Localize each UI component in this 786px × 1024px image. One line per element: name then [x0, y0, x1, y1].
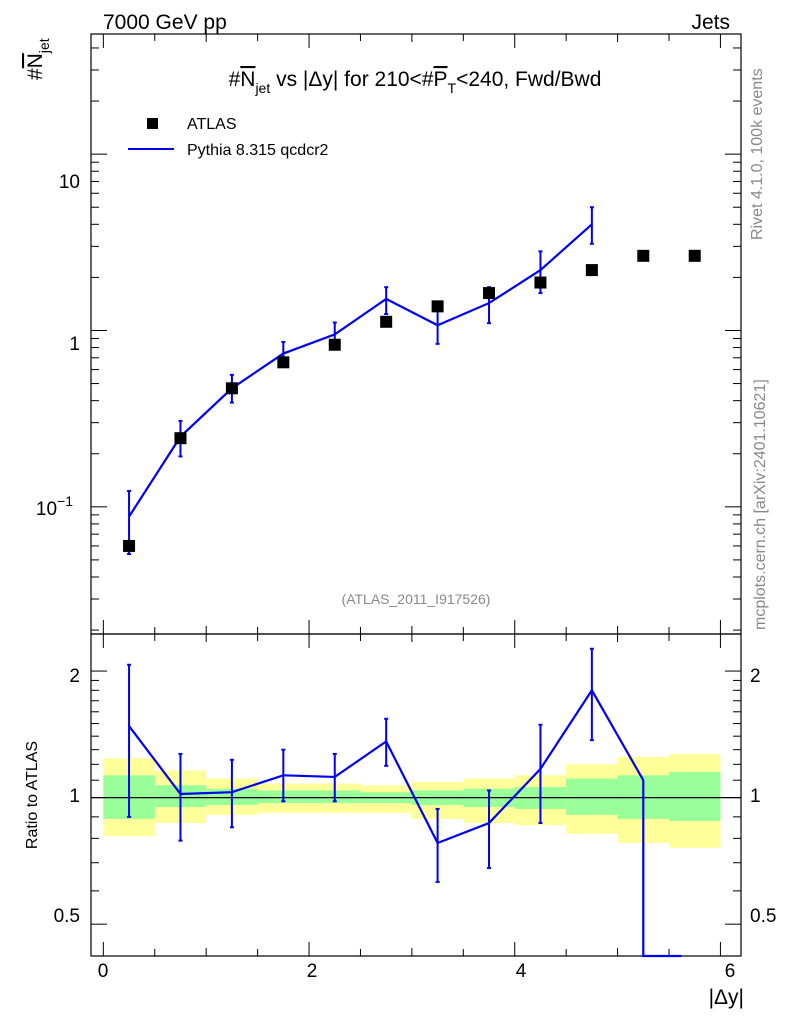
- bottom-y-axis-label: Ratio to ATLAS: [24, 741, 41, 849]
- atlas-data-point: [123, 539, 136, 552]
- atlas-data-point: [328, 338, 341, 351]
- legend-pythia-label: Pythia 8.315 qcdcr2: [187, 142, 329, 159]
- x-tick-label-2: 2: [307, 961, 318, 982]
- x-tick-label-6: 6: [725, 961, 736, 982]
- atlas-data-point: [431, 300, 444, 313]
- atlas-data-point: [534, 276, 547, 289]
- atlas-data-point: [637, 249, 650, 262]
- bottom-y-tick-label-right-0.5: 0.5: [750, 906, 776, 927]
- ratio-line: [128, 688, 682, 958]
- x-axis-label: |Δy|: [709, 986, 744, 1009]
- atlas-data-point: [585, 264, 598, 277]
- bottom-y-tick-label-1: 1: [69, 786, 80, 807]
- legend-atlas-marker: [147, 118, 158, 129]
- atlas-data-point: [688, 249, 701, 262]
- atlas-data-point: [225, 382, 238, 395]
- header-right: Jets: [691, 11, 730, 34]
- atlas-data-point: [483, 287, 496, 300]
- top-y-axis-label: #Njet: [24, 38, 52, 80]
- rivet-version-label: Rivet 4.1.0, 100k events: [749, 68, 766, 240]
- bottom-y-tick-label-0.5: 0.5: [54, 906, 80, 927]
- legend-atlas-label: ATLAS: [187, 116, 237, 133]
- x-tick-label-0: 0: [98, 961, 109, 982]
- header-left: 7000 GeV pp: [103, 11, 227, 34]
- uncertainty-band-inner: [669, 772, 721, 821]
- mcplots-reference-label: mcplots.cern.ch [arXiv:2401.10621]: [752, 379, 769, 630]
- x-tick-label-4: 4: [516, 961, 527, 982]
- bottom-plot-frame: [90, 633, 742, 957]
- atlas-data-point: [380, 315, 393, 328]
- bottom-y-tick-label-2: 2: [69, 666, 80, 687]
- bottom-y-tick-label-right-2: 2: [750, 666, 761, 687]
- analysis-watermark: (ATLAS_2011_I917526): [342, 591, 491, 607]
- atlas-data-point: [277, 356, 290, 369]
- top-y-tick-label-0.1: 10−1: [36, 493, 73, 520]
- top-y-tick-label-1: 1: [69, 334, 80, 355]
- atlas-data-point: [174, 432, 187, 445]
- chart-marks-layer: [90, 33, 742, 958]
- uncertainty-band-inner: [566, 778, 618, 815]
- top-y-tick-label-10: 10: [59, 172, 80, 193]
- mc-line: [128, 223, 593, 518]
- bottom-y-tick-label-right-1: 1: [750, 786, 761, 807]
- main-title: #Njet vs |Δy| for 210<#PT<240, Fwd/Bwd: [229, 68, 602, 96]
